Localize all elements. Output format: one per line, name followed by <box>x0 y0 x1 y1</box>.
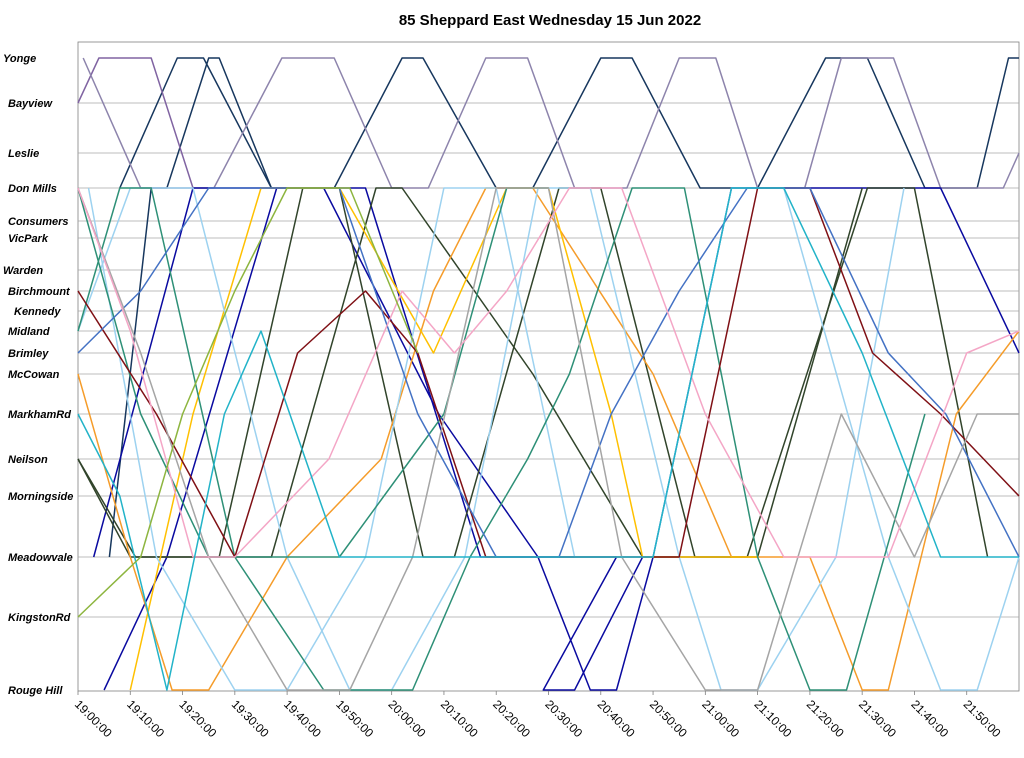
stop-label: Meadowvale <box>8 552 73 564</box>
x-tick-label: 19:30:00 <box>229 697 272 740</box>
x-tick-label: 19:40:00 <box>281 697 324 740</box>
stop-label: Brimley <box>8 348 49 360</box>
stop-label: Rouge Hill <box>8 685 63 697</box>
trip-line-20 <box>77 187 419 618</box>
trip-line-1 <box>108 57 273 558</box>
stop-label: Bayview <box>8 98 53 110</box>
trip-line-10 <box>129 187 758 691</box>
x-tick-label: 21:40:00 <box>908 697 951 740</box>
x-tick-label: 20:40:00 <box>595 697 638 740</box>
x-tick-labels: 19:00:00 19:10:00 19:20:00 19:30:00 19:40:00… <box>72 691 1004 740</box>
gridlines <box>78 102 1019 618</box>
stop-label: Morningside <box>8 491 73 503</box>
x-tick-label: 21:50:00 <box>961 697 1004 740</box>
plot-area <box>77 41 1020 692</box>
x-tick-label: 19:10:00 <box>124 697 167 740</box>
trip-line-18 <box>77 187 1020 558</box>
stop-label: Neilson <box>8 454 48 466</box>
trip-line-19 <box>77 187 1019 691</box>
trip-line-13 <box>77 187 926 691</box>
stop-label: KingstonRd <box>8 612 71 624</box>
stop-label: Leslie <box>8 148 39 160</box>
stop-label: Don Mills <box>8 183 57 195</box>
x-tick-label: 19:00:00 <box>72 697 115 740</box>
chart-title: 85 Sheppard East Wednesday 15 Jun 2022 <box>399 12 701 29</box>
x-tick-label: 19:20:00 <box>176 697 219 740</box>
x-tick-label: 21:20:00 <box>804 697 847 740</box>
x-tick-label: 20:20:00 <box>490 697 533 740</box>
x-tick-label: 20:30:00 <box>542 697 585 740</box>
stop-labels: Yonge Bayview Leslie Don Mills Consumers VicP… <box>3 53 73 697</box>
x-tick-label: 20:00:00 <box>386 697 429 740</box>
stop-label: MarkhamRd <box>8 409 71 421</box>
trip-line-7 <box>77 187 989 558</box>
x-tick-label: 21:00:00 <box>699 697 742 740</box>
stop-label: VicPark <box>8 233 49 245</box>
stop-label: Yonge <box>3 53 36 65</box>
trip-line-17 <box>77 187 1019 691</box>
stop-label: Consumers <box>8 216 69 228</box>
trip-line-3 <box>77 57 194 189</box>
x-tick-label: 21:30:00 <box>856 697 899 740</box>
x-tick-label: 20:50:00 <box>647 697 690 740</box>
series-layer <box>77 57 1020 691</box>
stop-label: Birchmount <box>8 286 71 298</box>
x-tick-label: 19:50:00 <box>333 697 376 740</box>
trip-line-14 <box>77 187 549 558</box>
stop-label: Warden <box>3 265 43 277</box>
stop-label: McCowan <box>8 369 60 381</box>
x-tick-label: 20:10:00 <box>438 697 481 740</box>
stop-label: Midland <box>8 326 50 338</box>
stop-label: Kennedy <box>14 306 61 318</box>
x-tick-label: 21:10:00 <box>751 697 794 740</box>
trip-line-16 <box>77 187 1020 558</box>
